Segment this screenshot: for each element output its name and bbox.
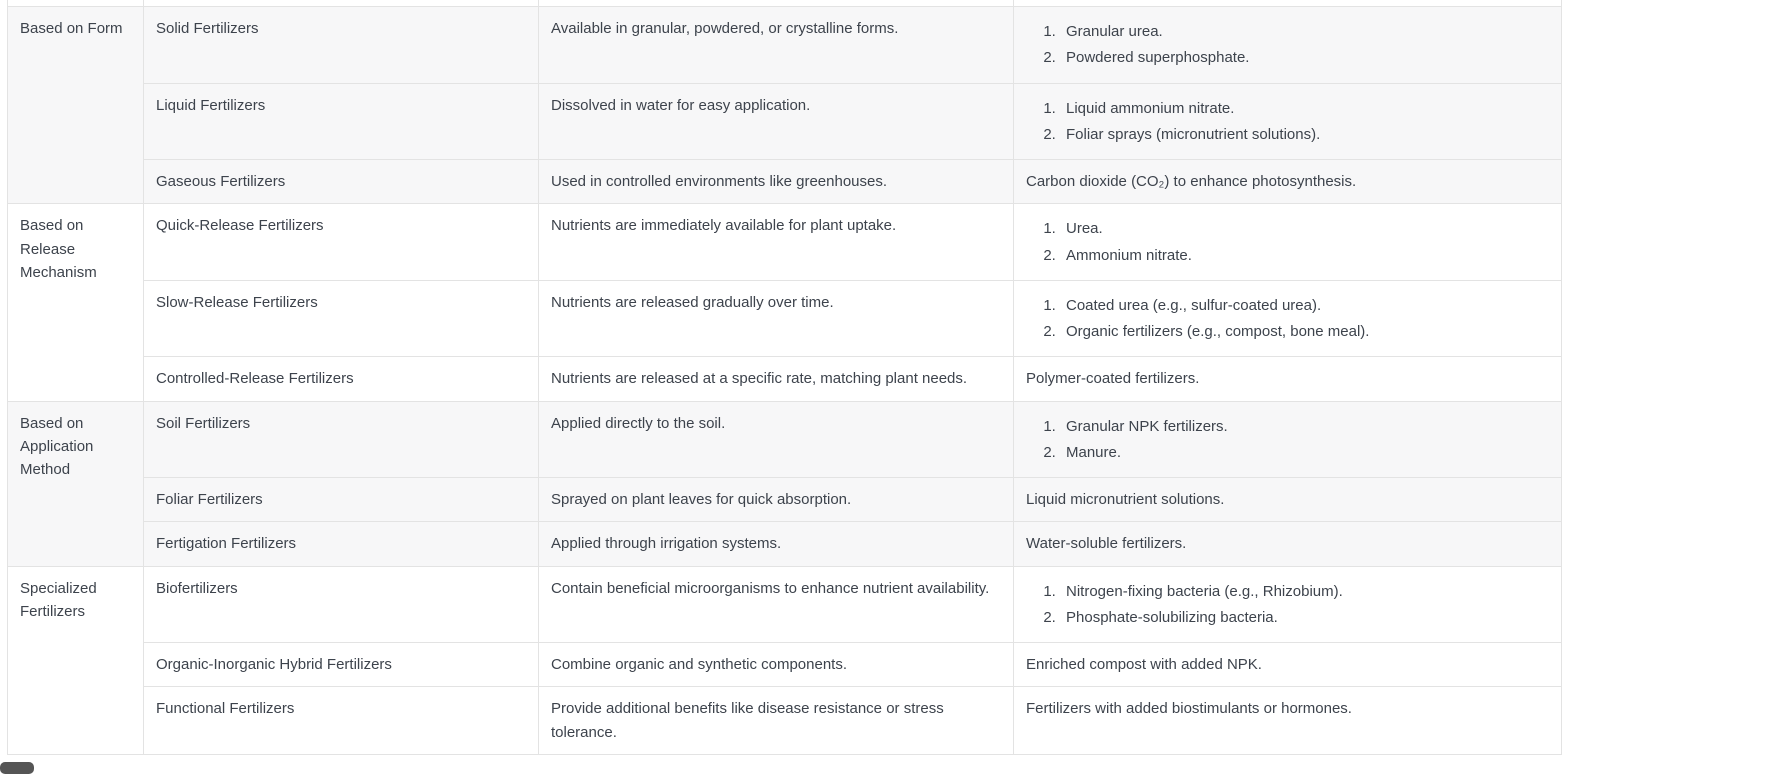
category-cell: Based on Application Method <box>7 400 144 567</box>
examples-cell: Granular urea. Powdered superphosphate. <box>1013 6 1562 84</box>
examples-list: Liquid ammonium nitrate. Foliar sprays (m… <box>1026 97 1549 147</box>
fertilizer-type-cell: Fertigation Fertilizers <box>143 521 539 567</box>
example-item: Phosphate-solubilizing bacteria. <box>1060 606 1549 629</box>
examples-cell: Coated urea (e.g., sulfur-coated urea). O… <box>1013 279 1562 358</box>
horizontal-scrollbar-thumb[interactable] <box>0 762 34 774</box>
example-item: Organic fertilizers (e.g., compost, bone… <box>1060 320 1549 343</box>
example-item: Nitrogen-fixing bacteria (e.g., Rhizobiu… <box>1060 580 1549 603</box>
examples-cell: Water-soluble fertilizers. <box>1013 521 1562 567</box>
fertilizer-type-cell: Soil Fertilizers <box>143 400 539 478</box>
table-row: Functional Fertilizers Provide additional… <box>8 686 1562 755</box>
examples-cell: Liquid ammonium nitrate. Foliar sprays (m… <box>1013 82 1562 160</box>
fertilizer-type-cell: Functional Fertilizers <box>143 686 539 755</box>
table-row: Organic-Inorganic Hybrid Fertilizers Comb… <box>8 641 1562 688</box>
description-cell: Used in controlled environments like gre… <box>538 158 1014 205</box>
fertilizer-type-cell: Foliar Fertilizers <box>143 476 539 523</box>
description-cell: Available in granular, powdered, or crys… <box>538 6 1014 84</box>
description-cell: Nutrients are released gradually over ti… <box>538 279 1014 358</box>
fertilizer-type-cell: Gaseous Fertilizers <box>143 158 539 205</box>
description-cell: Applied directly to the soil. <box>538 400 1014 478</box>
examples-list: Granular urea. Powdered superphosphate. <box>1026 20 1549 70</box>
fertilizer-table-wrap: Based on Form Solid Fertilizers Available … <box>7 0 1562 755</box>
examples-cell: Liquid micronutrient solutions. <box>1013 476 1562 523</box>
example-item: Liquid ammonium nitrate. <box>1060 97 1549 120</box>
category-cell: Based on Form <box>7 5 144 205</box>
description-cell: Nutrients are immediately available for … <box>538 203 1014 281</box>
description-cell: Contain beneficial microorganisms to enh… <box>538 565 1014 643</box>
fertilizer-classification-table: Based on Form Solid Fertilizers Available … <box>7 0 1562 755</box>
example-item: Urea. <box>1060 217 1549 240</box>
description-cell: Dissolved in water for easy application. <box>538 82 1014 160</box>
fertilizer-type-cell: Biofertilizers <box>143 565 539 643</box>
examples-list: Granular NPK fertilizers. Manure. <box>1026 415 1549 465</box>
table-row: Gaseous Fertilizers Used in controlled en… <box>8 158 1562 205</box>
examples-cell: Nitrogen-fixing bacteria (e.g., Rhizobiu… <box>1013 565 1562 643</box>
examples-cell: Enriched compost with added NPK. <box>1013 641 1562 688</box>
examples-list: Coated urea (e.g., sulfur-coated urea). O… <box>1026 294 1549 344</box>
examples-cell: Carbon dioxide (CO₂) to enhance photosyn… <box>1013 158 1562 205</box>
examples-cell: Fertilizers with added biostimulants or … <box>1013 686 1562 755</box>
example-item: Granular NPK fertilizers. <box>1060 415 1549 438</box>
table-row: Foliar Fertilizers Sprayed on plant leave… <box>8 476 1562 523</box>
fertilizer-type-cell: Liquid Fertilizers <box>143 82 539 160</box>
table-row: Liquid Fertilizers Dissolved in water for… <box>8 82 1562 160</box>
fertilizer-type-cell: Controlled-Release Fertilizers <box>143 356 539 402</box>
fertilizer-type-cell: Slow-Release Fertilizers <box>143 279 539 358</box>
category-cell: Based on Release Mechanism <box>7 203 144 402</box>
examples-cell: Polymer-coated fertilizers. <box>1013 356 1562 402</box>
example-item: Manure. <box>1060 441 1549 464</box>
example-item: Granular urea. <box>1060 20 1549 43</box>
examples-list: Urea. Ammonium nitrate. <box>1026 217 1549 267</box>
table-row: Based on Release Mechanism Quick-Release … <box>7 203 1562 402</box>
example-item: Coated urea (e.g., sulfur-coated urea). <box>1060 294 1549 317</box>
fertilizer-type-cell: Solid Fertilizers <box>143 6 539 84</box>
fertilizer-type-cell: Quick-Release Fertilizers <box>143 203 539 281</box>
fertilizer-type-cell: Organic-Inorganic Hybrid Fertilizers <box>143 641 539 688</box>
example-item: Powdered superphosphate. <box>1060 46 1549 69</box>
examples-list: Nitrogen-fixing bacteria (e.g., Rhizobiu… <box>1026 580 1549 630</box>
description-cell: Sprayed on plant leaves for quick absorp… <box>538 476 1014 523</box>
description-cell: Provide additional benefits like disease… <box>538 686 1014 755</box>
description-cell: Combine organic and synthetic components… <box>538 641 1014 688</box>
examples-cell: Granular NPK fertilizers. Manure. <box>1013 400 1562 478</box>
table-row: Controlled-Release Fertilizers Nutrients … <box>8 356 1562 402</box>
table-row: Slow-Release Fertilizers Nutrients are re… <box>8 279 1562 358</box>
table-row: Fertigation Fertilizers Applied through i… <box>8 521 1562 567</box>
example-item: Foliar sprays (micronutrient solutions). <box>1060 123 1549 146</box>
example-item: Ammonium nitrate. <box>1060 244 1549 267</box>
description-cell: Applied through irrigation systems. <box>538 521 1014 567</box>
table-row: Based on Form Solid Fertilizers Available … <box>7 5 1562 205</box>
description-cell: Nutrients are released at a specific rat… <box>538 356 1014 402</box>
table-row: Based on Application Method Soil Fertiliz… <box>7 400 1562 567</box>
category-cell: Specialized Fertilizers <box>7 565 144 755</box>
examples-cell: Urea. Ammonium nitrate. <box>1013 203 1562 281</box>
table-row: Specialized Fertilizers Biofertilizers Con… <box>7 565 1562 755</box>
